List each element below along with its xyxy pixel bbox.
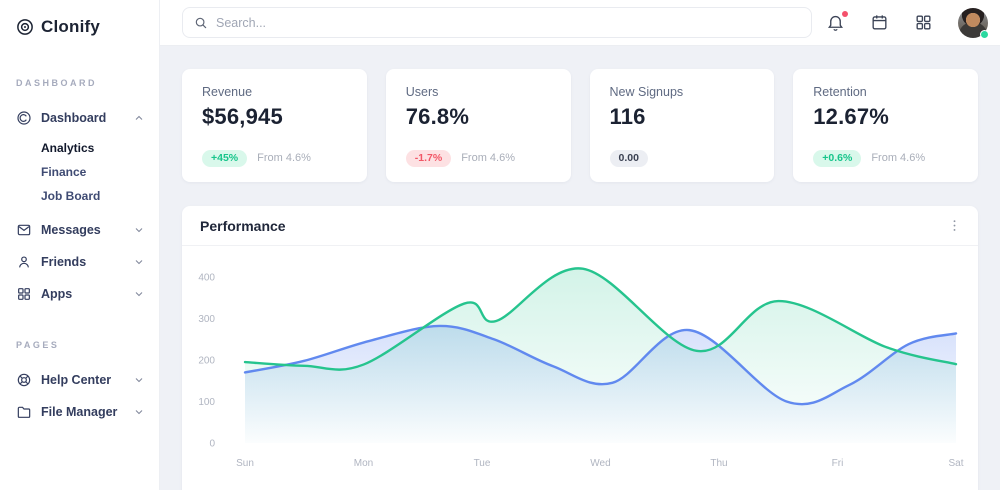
- sidebar-item-help-center[interactable]: Help Center: [0, 364, 159, 396]
- app-title: Clonify: [41, 17, 101, 36]
- stat-card-revenue: Revenue $56,945 +45% From 4.6%: [182, 69, 367, 182]
- apps-launcher-button[interactable]: [914, 13, 934, 33]
- sidebar-item-messages[interactable]: Messages: [0, 214, 159, 246]
- clonify-logo-icon: [17, 19, 33, 35]
- svg-text:300: 300: [198, 314, 215, 325]
- trend-badge: 0.00: [609, 149, 648, 167]
- trend-badge: +45%: [202, 149, 248, 167]
- stat-value: 12.67%: [813, 104, 890, 129]
- stat-value: $56,945: [202, 104, 283, 129]
- user-avatar[interactable]: [958, 7, 989, 39]
- svg-text:200: 200: [198, 356, 215, 367]
- card-menu-button[interactable]: [946, 218, 962, 234]
- trend-badge: +0.6%: [813, 149, 862, 167]
- chevron-down-icon[interactable]: [133, 256, 145, 268]
- svg-text:400: 400: [198, 273, 215, 284]
- topbar: [160, 0, 1000, 46]
- performance-card-header: Performance: [182, 206, 978, 246]
- folder-icon: [17, 406, 31, 418]
- sidebar-item-friends[interactable]: Friends: [0, 246, 159, 278]
- sidebar-item-dashboard[interactable]: Dashboard: [0, 102, 159, 134]
- svg-text:Wed: Wed: [590, 458, 610, 469]
- sidebar-item-label: Dashboard: [41, 111, 107, 125]
- stat-value: 76.8%: [405, 104, 470, 129]
- sidebar-item-apps[interactable]: Apps: [0, 278, 159, 310]
- stat-card-new-signups: New Signups 116 0.00: [589, 69, 775, 182]
- chevron-up-icon[interactable]: [133, 112, 145, 124]
- friends-icon: [19, 256, 29, 268]
- kebab-icon: [953, 220, 955, 231]
- section-label-dashboard: DASHBOARD: [16, 78, 97, 88]
- stats-row: Revenue $56,945 +45% From 4.6% Users 76.…: [182, 69, 978, 182]
- grid-icon: [916, 14, 931, 30]
- chevron-down-icon[interactable]: [133, 374, 145, 386]
- svg-text:Thu: Thu: [710, 458, 727, 469]
- sidebar-subitem-analytics[interactable]: Analytics: [41, 141, 95, 155]
- svg-text:Tue: Tue: [474, 458, 491, 469]
- performance-card: Performance 0 100 200 300 400 Sun Mon Tue Wed Thu…: [182, 206, 978, 490]
- stat-note: From 4.6%: [871, 152, 926, 165]
- sidebar-subitem-job-board[interactable]: Job Board: [41, 189, 101, 203]
- notifications-button[interactable]: [826, 10, 848, 33]
- trend-badge: -1.7%: [405, 149, 452, 167]
- chevron-down-icon[interactable]: [133, 288, 145, 300]
- svg-text:Sat: Sat: [948, 458, 963, 469]
- app-logo[interactable]: Clonify: [0, 14, 159, 40]
- stat-title: New Signups: [609, 85, 684, 99]
- help-lifebuoy-icon: [17, 373, 31, 387]
- apps-grid-icon: [18, 288, 30, 300]
- stat-value: 116: [609, 104, 646, 129]
- calendar-button[interactable]: [870, 13, 890, 33]
- chevron-down-icon[interactable]: [133, 406, 145, 418]
- stat-note: From 4.6%: [257, 152, 311, 165]
- online-status-dot: [980, 29, 989, 39]
- dashboard-sub-list: Analytics Finance Job Board: [0, 134, 159, 214]
- chevron-down-icon[interactable]: [133, 224, 145, 236]
- sidebar-item-file-manager[interactable]: File Manager: [0, 396, 159, 428]
- chart-title: Performance: [200, 217, 286, 234]
- sidebar: Clonify DASHBOARD Dashboard Analytics Fi…: [0, 0, 160, 490]
- stat-card-retention: Retention 12.67% +0.6% From 4.6%: [793, 69, 978, 182]
- sidebar-subitem-finance[interactable]: Finance: [41, 165, 87, 179]
- messages-icon: [17, 224, 31, 236]
- main-area: Revenue $56,945 +45% From 4.6% Users 76.…: [160, 0, 1000, 490]
- svg-text:Mon: Mon: [354, 458, 373, 469]
- svg-text:Fri: Fri: [832, 458, 844, 469]
- performance-chart: 0 100 200 300 400 Sun Mon Tue Wed Thu Fri Sat: [182, 246, 978, 490]
- calendar-icon: [872, 14, 887, 30]
- search-input[interactable]: [216, 15, 800, 30]
- svg-text:100: 100: [198, 397, 215, 408]
- dashboard-icon: [17, 111, 31, 125]
- search-icon: [195, 17, 207, 28]
- stat-note: From 4.6%: [461, 152, 515, 165]
- stat-title: Users: [405, 85, 439, 99]
- svg-text:0: 0: [209, 439, 215, 450]
- search-bar[interactable]: [182, 7, 812, 38]
- dashboard-content: Revenue $56,945 +45% From 4.6% Users 76.…: [160, 46, 1000, 490]
- area-chart-svg: 0 100 200 300 400 Sun Mon Tue Wed Thu Fri Sat: [198, 267, 964, 469]
- section-label-pages: PAGES: [16, 340, 60, 350]
- topbar-actions: [826, 7, 989, 39]
- bell-icon: [828, 15, 843, 31]
- stat-title: Revenue: [202, 85, 253, 99]
- notification-dot: [842, 10, 848, 17]
- stat-card-users: Users 76.8% -1.7% From 4.6%: [385, 69, 571, 182]
- svg-text:Sun: Sun: [236, 458, 254, 469]
- stat-title: Retention: [813, 85, 867, 99]
